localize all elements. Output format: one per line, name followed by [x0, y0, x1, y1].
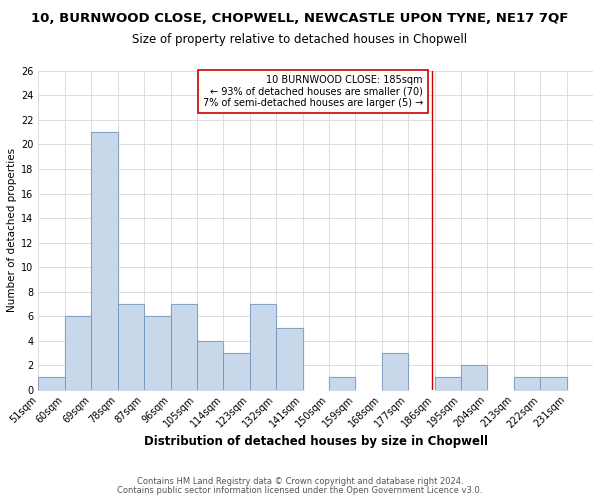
Y-axis label: Number of detached properties: Number of detached properties [7, 148, 17, 312]
Text: 10, BURNWOOD CLOSE, CHOPWELL, NEWCASTLE UPON TYNE, NE17 7QF: 10, BURNWOOD CLOSE, CHOPWELL, NEWCASTLE … [31, 12, 569, 26]
Text: 10 BURNWOOD CLOSE: 185sqm
← 93% of detached houses are smaller (70)
7% of semi-d: 10 BURNWOOD CLOSE: 185sqm ← 93% of detac… [203, 74, 423, 108]
X-axis label: Distribution of detached houses by size in Chopwell: Distribution of detached houses by size … [144, 435, 488, 448]
Text: Contains public sector information licensed under the Open Government Licence v3: Contains public sector information licen… [118, 486, 482, 495]
Text: Contains HM Land Registry data © Crown copyright and database right 2024.: Contains HM Land Registry data © Crown c… [137, 477, 463, 486]
Text: Size of property relative to detached houses in Chopwell: Size of property relative to detached ho… [133, 32, 467, 46]
